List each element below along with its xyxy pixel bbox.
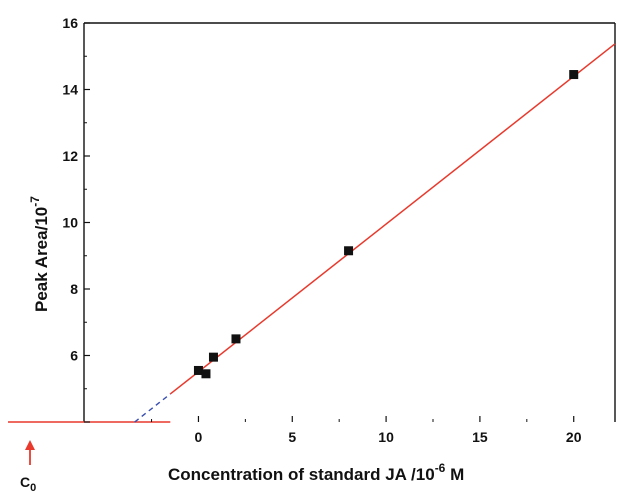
y-tick-label: 12 bbox=[62, 148, 78, 164]
x-axis-title-exponent: -6 bbox=[435, 461, 446, 475]
axes bbox=[8, 22, 616, 423]
x-tick-label: 5 bbox=[288, 429, 296, 445]
series bbox=[134, 43, 616, 423]
y-tick-label: 16 bbox=[62, 15, 78, 31]
fit-line bbox=[169, 43, 616, 395]
data-point bbox=[344, 246, 354, 256]
x-tick-label: 10 bbox=[378, 429, 394, 445]
x-tick-label: 0 bbox=[195, 429, 203, 445]
y-tick-label: 6 bbox=[70, 348, 78, 364]
y-axis-title: Peak Area/10-7 bbox=[28, 196, 51, 312]
y-tick-label: 10 bbox=[62, 215, 78, 231]
data-point bbox=[208, 352, 218, 362]
data-point bbox=[193, 365, 203, 375]
x-tick-label: 15 bbox=[472, 429, 488, 445]
c0-label: C0 bbox=[20, 474, 36, 492]
x-tick-label: 20 bbox=[566, 429, 582, 445]
x-axis-title: Concentration of standard JA /10-6 M bbox=[168, 461, 464, 484]
y-axis-title-exponent: -7 bbox=[28, 196, 42, 207]
c0-label-subscript: 0 bbox=[30, 482, 36, 492]
ticks: 0 5 10 15 20 6 8 10 12 14 16 bbox=[62, 15, 581, 445]
data-point bbox=[231, 334, 241, 344]
y-tick-label: 14 bbox=[62, 82, 78, 98]
x-axis-title-main: Concentration of standard JA /10 bbox=[168, 465, 435, 484]
x-axis-title-unit: M bbox=[445, 465, 464, 484]
c0-arrow-head bbox=[25, 440, 35, 450]
extrapolation-line bbox=[134, 393, 171, 423]
y-axis-title-main: Peak Area/10 bbox=[32, 207, 51, 312]
data-point bbox=[201, 369, 211, 379]
data-point bbox=[569, 70, 579, 80]
c0-label-main: C bbox=[20, 474, 30, 490]
y-tick-label: 8 bbox=[70, 281, 78, 297]
annotations bbox=[25, 440, 35, 465]
